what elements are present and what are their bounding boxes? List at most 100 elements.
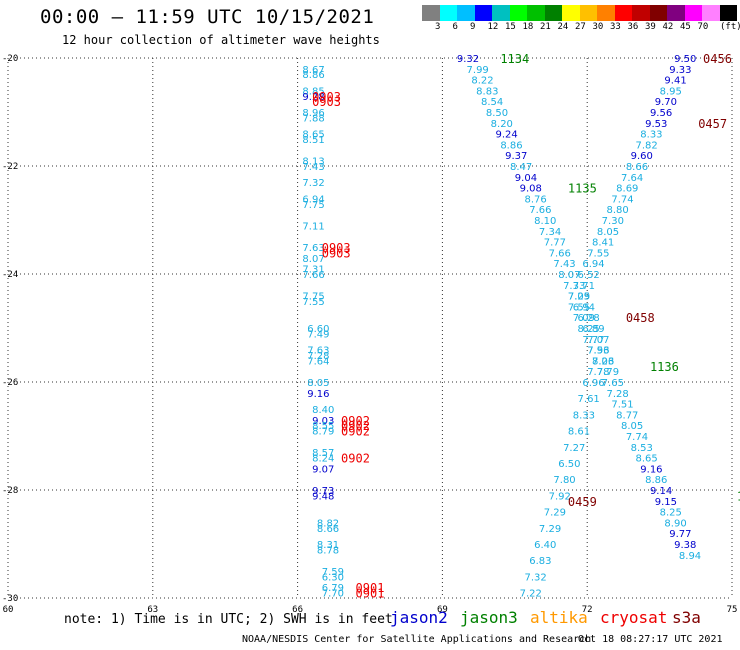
data-label: 7.11 [302,221,324,232]
time-tag: 0458 [626,311,655,325]
data-label: 8.83 [476,86,498,97]
data-label: 6.28 [578,313,600,324]
data-label: 9.14 [650,486,672,497]
data-label: 6.60 [307,324,329,335]
data-label: 8.22 [471,76,493,87]
data-label: 7.30 [602,216,624,227]
data-label: 9.53 [645,119,667,130]
data-label: 9.56 [650,108,672,119]
data-label: 7.29 [544,508,566,519]
data-label: 9.50 [674,54,696,65]
legend-unit: (ft) [720,22,740,32]
data-label: 7.66 [529,205,551,216]
data-label: 6.30 [322,572,344,583]
y-tick-label: -26 [2,378,18,388]
data-label: 9.04 [515,173,537,184]
data-label: 9.03 [312,416,334,427]
data-label: 9.60 [631,151,653,162]
legend-swatch [649,5,667,21]
data-label: 9.28 [302,92,324,103]
y-tick-label: -28 [2,486,18,496]
data-label: 8.61 [568,427,590,438]
legend-swatch [439,5,457,21]
data-label: 8.47 [510,162,532,173]
legend-label: 9 [470,22,476,32]
data-label: 9.73 [312,486,334,497]
data-label: 7.49 [307,329,329,340]
satellite-name: s3a [672,608,701,627]
data-label: 8.13 [302,157,324,168]
data-label: 7.93 [587,346,609,357]
data-label: 8.07 [302,254,324,265]
data-label: 7.09 [573,313,595,324]
data-label: 7.77 [582,335,604,346]
time-tag: 0902 [341,414,370,428]
legend-swatch [632,5,650,21]
legend-swatch [492,5,510,21]
data-label: 7.51 [611,400,633,411]
data-label: 7.28 [307,351,329,362]
legend-label: 70 [697,22,709,32]
data-label: 6.89 [582,324,604,335]
data-label: 8.50 [486,108,508,119]
data-label: 8.51 [302,135,324,146]
data-label: 9.77 [669,529,691,540]
legend-swatch [684,5,702,21]
data-label: 8.55 [312,421,334,432]
data-label: 8.07 [558,270,580,281]
data-label: 8.41 [592,238,614,249]
time-tag: 0903 [322,241,351,255]
data-label: 7.99 [467,65,489,76]
data-label: 8.33 [573,410,595,421]
data-label: 8.69 [616,184,638,195]
data-label: 8.76 [524,194,546,205]
data-label: 7.32 [524,572,546,583]
y-tick-label: -30 [2,594,18,604]
time-tag: 0459 [568,495,597,509]
data-label: 7.74 [626,432,648,443]
legend-swatch [667,5,685,21]
legend-swatch [702,5,720,21]
data-label: 8.40 [312,405,334,416]
data-label: 7.32 [302,178,324,189]
data-label: 9.38 [674,540,696,551]
data-label: 7.63 [302,243,324,254]
legend-swatch [422,5,440,21]
data-label: 7.59 [322,567,344,578]
data-label: 6.94 [302,194,324,205]
data-label: 7.64 [307,356,329,367]
data-label: 6.94 [582,259,604,270]
data-label: 7.31 [302,265,324,276]
data-label: 6.94 [573,302,595,313]
legend-swatch [614,5,632,21]
page-title: 00:00 – 11:59 UTC 10/15/2021 [40,6,375,28]
legend-label: 30 [592,22,604,32]
data-label: 8.79 [312,427,334,438]
data-label: 8.96 [302,108,324,119]
data-label: 7.55 [568,302,590,313]
legend-label: 6 [452,22,458,32]
data-label: 6.79 [322,583,344,594]
data-label: 7.64 [621,173,643,184]
time-tag: 0456 [703,52,732,66]
data-label: 7.71 [573,281,595,292]
data-label: 6.40 [534,540,556,551]
page-subtitle: 12 hour collection of altimeter wave hei… [62,33,380,47]
data-label: 7.88 [302,113,324,124]
x-tick-label: 60 [3,605,14,615]
data-label: 8.80 [607,205,629,216]
data-label: 8.65 [302,130,324,141]
data-label: 7.61 [578,394,600,405]
time-tag: 0902 [341,419,370,433]
x-tick-label: 66 [292,605,303,615]
legend-label: 3 [435,22,441,32]
legend-swatch [474,5,492,21]
legend-label: 45 [680,22,691,32]
time-tag: 1134 [500,52,529,66]
data-label: 7.70 [322,589,344,600]
time-tag: 1135 [568,182,597,196]
satellite-name: jason2 [390,608,448,627]
data-label: 8.25 [660,508,682,519]
